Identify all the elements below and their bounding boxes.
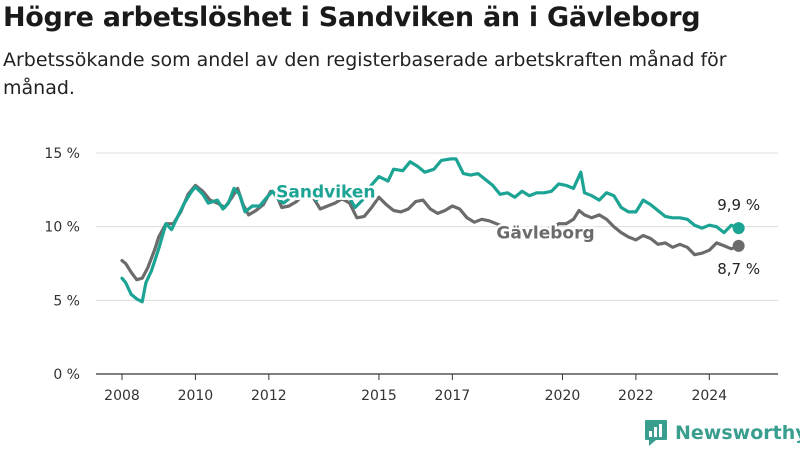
y-tick-label: 15 %	[44, 146, 80, 162]
x-tick-label: 2024	[691, 388, 727, 404]
x-tick-label: 2020	[545, 388, 581, 404]
x-tick-label: 2017	[435, 388, 471, 404]
y-tick-label: 10 %	[44, 220, 80, 236]
y-tick-label: 0 %	[53, 367, 80, 383]
x-axis: 2008 2010 2012 2015 2017 2020 2022 2024	[104, 374, 727, 404]
x-tick-label: 2012	[251, 388, 287, 404]
series-name-label-sandviken: Sandviken	[276, 182, 375, 202]
y-tick-label: 5 %	[53, 293, 80, 309]
page-subtitle: Arbetssökande som andel av den registerb…	[3, 49, 727, 99]
series-lines	[120, 157, 745, 304]
series-name-label-gavleborg: Gävleborg	[496, 224, 594, 244]
x-tick-label: 2022	[618, 388, 654, 404]
x-tick-label: 2010	[178, 388, 214, 404]
x-tick-label: 2008	[104, 388, 140, 404]
end-point-sandviken	[732, 222, 745, 235]
end-value-label-sandviken: 9,9 %	[717, 196, 760, 214]
y-axis: 0 % 5 % 10 % 15 %	[44, 146, 80, 383]
page-title: Högre arbetslöshet i Sandviken än i Gävl…	[3, 2, 701, 33]
logo-text: Newsworthy	[675, 422, 800, 444]
series-line-sandviken	[120, 157, 741, 304]
series-labels: Sandviken Gävleborg 9,9 % 8,7 %	[274, 180, 760, 278]
newsworthy-logo: Newsworthy	[644, 419, 800, 447]
x-tick-label: 2015	[361, 388, 397, 404]
grid-lines	[96, 152, 778, 375]
end-point-gavleborg	[732, 239, 745, 252]
bar-chart-icon	[645, 420, 667, 446]
end-value-label-gavleborg: 8,7 %	[717, 260, 760, 278]
